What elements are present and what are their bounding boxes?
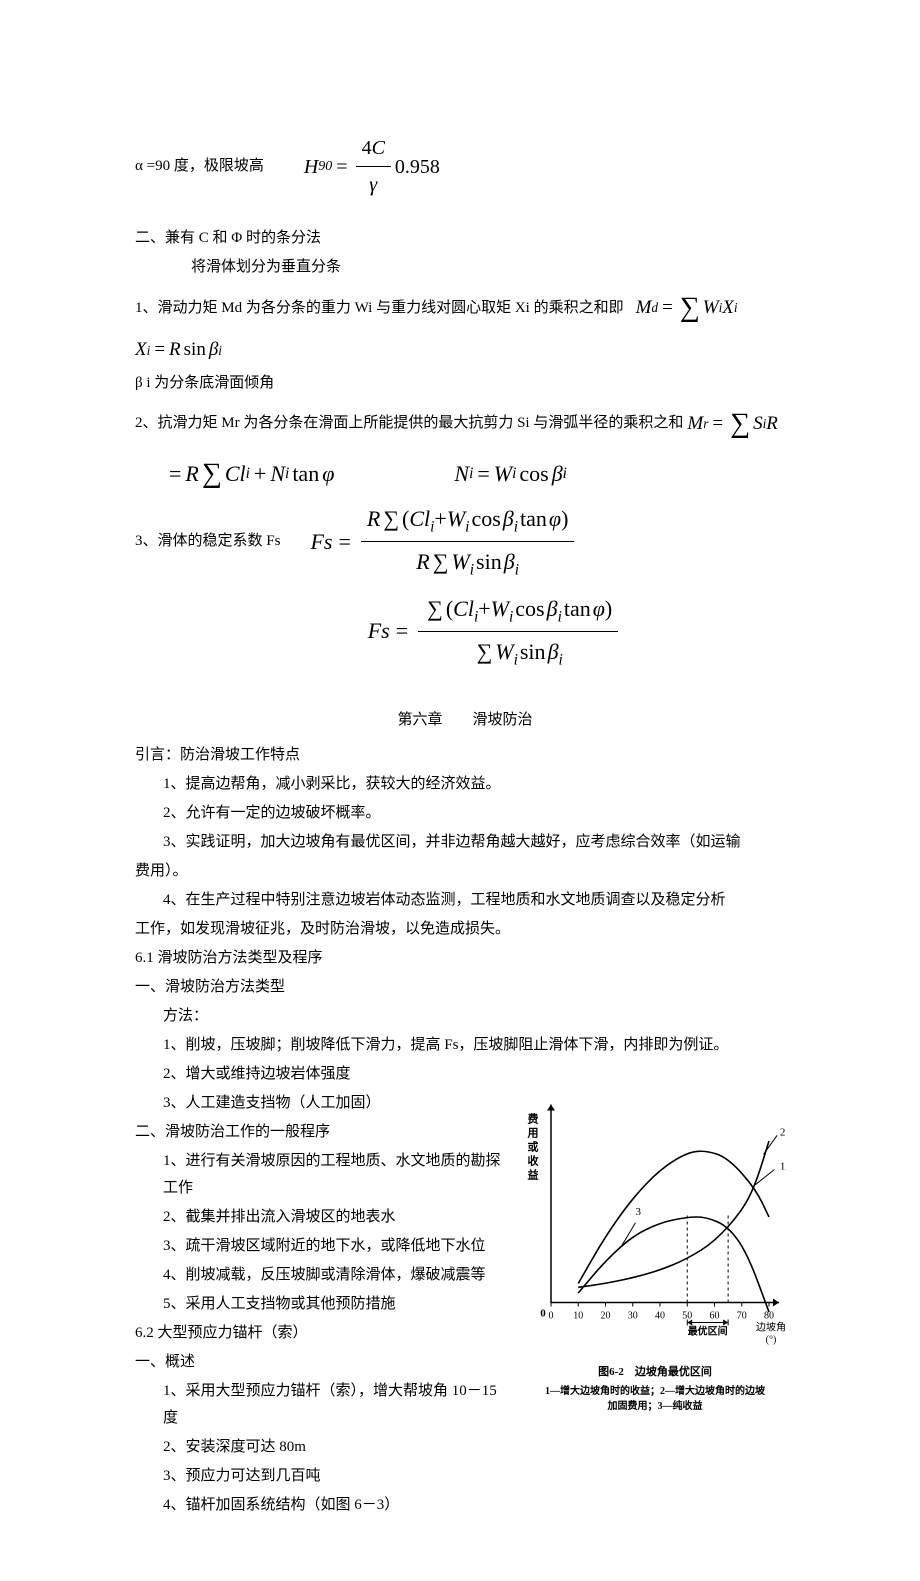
proc2: 2、截集并排出流入滑坡区的地表水 bbox=[135, 1204, 505, 1231]
item2-text: 2、抗滑力矩 Mr 为各分条在滑面上所能提供的最大抗剪力 Si 与滑弧半径的乘积… bbox=[135, 410, 683, 437]
proc5: 5、采用人工支挡物或其他预防措施 bbox=[135, 1291, 505, 1318]
proc4: 4、削坡减载，反压坡脚或清除滑体，爆破减震等 bbox=[135, 1262, 505, 1289]
figure-caption: 图6-2 边坡角最优区间 bbox=[515, 1365, 795, 1380]
ov1: 1、采用大型预应力锚杆（索），增大帮坡角 10－15 度 bbox=[135, 1378, 505, 1432]
svg-text:(°): (°) bbox=[766, 1334, 777, 1345]
svg-text:1: 1 bbox=[780, 1160, 786, 1172]
chapter6-title: 第六章 滑坡防治 bbox=[135, 707, 795, 734]
svg-text:或: 或 bbox=[528, 1139, 539, 1153]
svg-text:0: 0 bbox=[540, 1307, 546, 1319]
svg-text:60: 60 bbox=[710, 1310, 720, 1321]
svg-text:2: 2 bbox=[780, 1126, 786, 1138]
svg-text:最优区间: 最优区间 bbox=[688, 1324, 728, 1337]
intro-label: 引言：防治滑坡工作特点 bbox=[135, 742, 795, 769]
ov2: 2、安装深度可达 80m bbox=[135, 1434, 505, 1461]
method2: 2、增大或维持边坡岩体强度 bbox=[135, 1061, 795, 1088]
svg-text:10: 10 bbox=[573, 1310, 583, 1321]
svg-text:70: 70 bbox=[737, 1310, 747, 1321]
svg-text:边坡角: 边坡角 bbox=[756, 1320, 786, 1333]
intro-item3: 3、实践证明，加大边坡角有最优区间，并非边帮角越大越好，应考虑综合效率（如运输 bbox=[135, 829, 795, 856]
sec62-1-title: 一、概述 bbox=[135, 1349, 505, 1376]
sec62-title: 6.2 大型预应力锚杆（索） bbox=[135, 1320, 505, 1347]
item3-line: 3、滑体的稳定系数 Fs Fs = R∑(Cli+Wicosβitanφ) R∑… bbox=[135, 499, 795, 584]
sec61-1-title: 一、滑坡防治方法类型 bbox=[135, 974, 795, 1001]
figure-svg: 01020304050607080费用或收益边坡角(°)123最优区间0 bbox=[515, 1090, 795, 1355]
beta-note: β i 为分条底滑面倾角 bbox=[135, 370, 795, 397]
h90-prefix: α =90 度，极限坡高 bbox=[135, 153, 264, 180]
section2-title: 二、兼有 C 和 Φ 时的条分法 bbox=[135, 225, 795, 252]
svg-text:0: 0 bbox=[549, 1310, 554, 1321]
proc3: 3、疏干滑坡区域附近的地下水，或降低地下水位 bbox=[135, 1233, 505, 1260]
item1-text: 1、滑动力矩 Md 为各分条的重力 Wi 与重力线对圆心取矩 Xi 的乘积之和即 bbox=[135, 295, 624, 322]
section2-subtitle: 将滑体划分为垂直分条 bbox=[135, 254, 795, 281]
item1b-formula: Xi = R sin βi bbox=[135, 333, 795, 367]
method1: 1、削坡，压坡脚；削坡降低下滑力，提高 Fs，压坡脚阻止滑体下滑，内排即为例证。 bbox=[135, 1032, 795, 1059]
intro-item4: 4、在生产过程中特别注意边坡岩体动态监测，工程地质和水文地质调查以及稳定分析 bbox=[135, 887, 795, 914]
sec61-2-title: 二、滑坡防治工作的一般程序 bbox=[135, 1119, 505, 1146]
figure-subcaption: 1—增大边坡角时的收益；2—增大边坡角时的边坡 加固费用；3—纯收益 bbox=[515, 1384, 795, 1414]
item3-formula1: Fs = R∑(Cli+Wicosβitanφ) R∑Wisinβi bbox=[310, 499, 578, 584]
formula-h90: α =90 度，极限坡高 H90 = 4C γ 0.958 bbox=[135, 130, 795, 203]
svg-text:30: 30 bbox=[628, 1310, 638, 1321]
svg-text:用: 用 bbox=[528, 1126, 539, 1139]
methods-label: 方法： bbox=[135, 1003, 795, 1030]
item1-formula: Md = ∑ WiXi bbox=[636, 283, 738, 333]
ov4: 4、锚杆加固系统结构（如图 6－3） bbox=[135, 1492, 505, 1519]
figure-6-2: 01020304050607080费用或收益边坡角(°)123最优区间0 图6-… bbox=[515, 1090, 795, 1521]
ov3: 3、预应力可达到几百吨 bbox=[135, 1463, 505, 1490]
item1-line: 1、滑动力矩 Md 为各分条的重力 Wi 与重力线对圆心取矩 Xi 的乘积之和即… bbox=[135, 283, 795, 333]
svg-text:80: 80 bbox=[764, 1310, 774, 1321]
proc1: 1、进行有关滑坡原因的工程地质、水文地质的勘探工作 bbox=[135, 1148, 505, 1202]
sec61-title: 6.1 滑坡防治方法类型及程序 bbox=[135, 945, 795, 972]
item2-formula: Mr = ∑ SiR bbox=[687, 399, 778, 449]
item2-line: 2、抗滑力矩 Mr 为各分条在滑面上所能提供的最大抗剪力 Si 与滑弧半径的乘积… bbox=[135, 399, 795, 449]
intro-item2: 2、允许有一定的边坡破坏概率。 bbox=[135, 800, 795, 827]
item3-formula2: Fs = ∑(Cli+Wicosβitanφ) ∑Wisinβi bbox=[135, 589, 795, 674]
item2b-formula: = R ∑ Cli + Ni tan φ Ni = Wi cos βi bbox=[135, 449, 795, 499]
intro-item1: 1、提高边帮角，减小剥采比，获较大的经济效益。 bbox=[135, 771, 795, 798]
svg-text:收: 收 bbox=[528, 1153, 539, 1167]
intro-item4-cont: 工作，如发现滑坡征兆，及时防治滑坡，以免造成损失。 bbox=[135, 916, 795, 943]
svg-text:3: 3 bbox=[635, 1206, 641, 1218]
svg-text:40: 40 bbox=[655, 1310, 665, 1321]
svg-text:费: 费 bbox=[528, 1111, 539, 1125]
svg-text:益: 益 bbox=[528, 1167, 539, 1181]
h90-math: H90 = 4C γ 0.958 bbox=[304, 130, 440, 203]
method3: 3、人工建造支挡物（人工加固） bbox=[135, 1090, 505, 1117]
item3-text: 3、滑体的稳定系数 Fs bbox=[135, 528, 280, 555]
intro-item3-cont: 费用）。 bbox=[135, 858, 795, 885]
svg-text:20: 20 bbox=[601, 1310, 611, 1321]
